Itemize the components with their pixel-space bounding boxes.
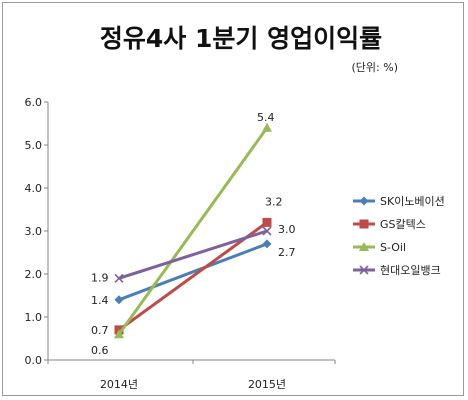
data-label: 2.7 bbox=[278, 246, 296, 259]
data-label: 5.4 bbox=[257, 111, 275, 124]
legend-label: S-Oil bbox=[380, 241, 406, 254]
chart-title: 정유4사 1분기 영업이익률 bbox=[100, 24, 382, 53]
y-tick-label: 3.0 bbox=[25, 225, 43, 238]
series-line bbox=[118, 229, 268, 280]
chart-frame: 정유4사 1분기 영업이익률 (단위: %) 0.0 1.0 2.0 3.0 4.0 5.… bbox=[2, 2, 464, 396]
line-chart: 정유4사 1분기 영업이익률 (단위: %) 0.0 1.0 2.0 3.0 4.0 5.… bbox=[25, 24, 445, 391]
y-tick-label: 2.0 bbox=[25, 268, 43, 281]
square-marker bbox=[359, 219, 369, 229]
diamond-marker bbox=[114, 295, 124, 305]
legend: SK이노베이션 GS칼텍스 S-Oil 현대오일뱅크 bbox=[353, 195, 445, 277]
x-marker-stroke bbox=[262, 226, 272, 236]
data-labels: 1.4 2.7 0.7 3.2 0.6 5.4 1.9 3.0 bbox=[91, 111, 296, 357]
square-marker bbox=[262, 217, 272, 227]
x-marker-stroke bbox=[114, 273, 124, 283]
data-label: 0.7 bbox=[91, 324, 109, 337]
series-triangle bbox=[114, 122, 272, 339]
legend-label: 현대오일뱅크 bbox=[380, 263, 441, 277]
y-tick-label: 1.0 bbox=[25, 311, 43, 324]
x-marker-stroke bbox=[359, 265, 369, 275]
triangle-marker bbox=[114, 329, 124, 339]
y-tick-label: 5.0 bbox=[25, 139, 43, 152]
legend-label: GS칼텍스 bbox=[380, 218, 426, 231]
series-square bbox=[114, 217, 272, 335]
series-layer bbox=[114, 122, 272, 339]
series-line bbox=[117, 126, 269, 336]
data-label: 0.6 bbox=[91, 344, 109, 357]
data-label: 1.9 bbox=[91, 271, 109, 284]
data-label: 1.4 bbox=[91, 294, 109, 307]
y-tick-label: 0.0 bbox=[25, 354, 43, 367]
series-x bbox=[114, 226, 272, 283]
triangle-marker bbox=[262, 122, 272, 132]
series-diamond bbox=[114, 239, 272, 305]
y-tick-label: 4.0 bbox=[25, 182, 43, 195]
legend-label: SK이노베이션 bbox=[380, 195, 445, 208]
x-tick-label: 2014년 bbox=[100, 378, 138, 391]
diamond-marker bbox=[262, 239, 272, 249]
data-label: 3.0 bbox=[278, 223, 296, 236]
data-label: 3.2 bbox=[265, 195, 283, 208]
x-tick-label: 2015년 bbox=[248, 378, 286, 391]
axes: 0.0 1.0 2.0 3.0 4.0 5.0 6.0 2014년 2015년 bbox=[25, 96, 336, 391]
diamond-marker bbox=[359, 196, 369, 206]
unit-note: (단위: %) bbox=[352, 61, 398, 74]
triangle-marker bbox=[359, 242, 369, 251]
series-line bbox=[118, 242, 268, 302]
y-tick-label: 6.0 bbox=[25, 96, 43, 109]
